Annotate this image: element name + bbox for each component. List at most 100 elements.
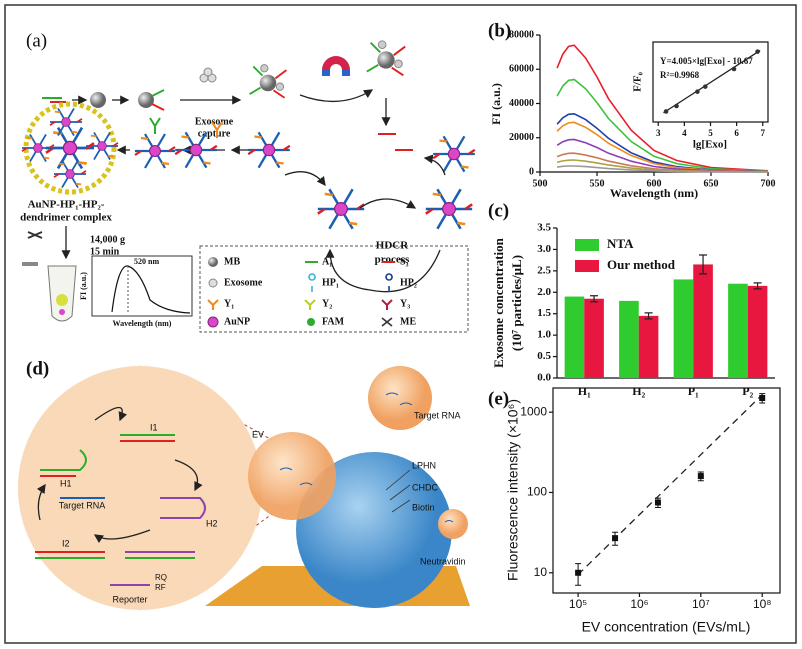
y-tick-label: 1000 — [520, 404, 547, 418]
panel-label: (d) — [26, 358, 49, 379]
y-tick-label: 20000 — [509, 132, 534, 143]
legend-label: NTA — [607, 236, 634, 251]
peak-label: 520 nm — [134, 257, 159, 266]
ev-sphere — [438, 509, 468, 539]
bar — [564, 296, 585, 378]
bar — [728, 283, 748, 378]
annotation: R²=0.9968 — [660, 70, 700, 80]
strand-label: I2 — [62, 538, 70, 548]
panel-a: (a) Exosome capture — [20, 30, 476, 333]
legend-label: AuNP — [224, 316, 250, 327]
bar — [638, 315, 659, 378]
error-bar — [644, 312, 653, 320]
x-tick-label: P₂ — [742, 384, 753, 398]
x-tick-label: 10⁵ — [569, 597, 587, 611]
legend-label: ME — [400, 316, 416, 327]
spectrum-line — [556, 138, 769, 173]
callout: CHDC — [412, 482, 438, 492]
x-tick-label: 4 — [682, 128, 687, 138]
scheme-row-3 — [22, 154, 474, 333]
x-tick-label: 550 — [590, 178, 605, 189]
x-tick-label: 650 — [704, 178, 719, 189]
x-tick-label: 500 — [533, 178, 548, 189]
complex-label: AuNP-HP₁-HP₂- — [28, 199, 105, 211]
x-tick-label: 10⁷ — [692, 597, 710, 611]
y-axis-title: F/F₀ — [632, 71, 644, 91]
x-tick-label: H₂ — [632, 384, 645, 398]
fit-line — [663, 49, 761, 114]
bar — [673, 279, 694, 378]
y-tick-label: 0 — [529, 166, 534, 177]
fit-line — [577, 394, 763, 576]
x-tick-label: 10⁸ — [753, 597, 771, 611]
y-tick-label: 2.5 — [537, 264, 551, 276]
strand-label: RF — [155, 583, 166, 592]
spectrum-line — [556, 44, 769, 172]
error-bar — [590, 295, 599, 303]
point — [575, 569, 582, 576]
x-tick-label: H₁ — [578, 384, 591, 398]
y-tick-label: 3.5 — [537, 222, 551, 234]
x-tick-label: 3 — [656, 128, 661, 138]
point — [702, 84, 708, 89]
legend-label: HP₂ — [400, 277, 417, 288]
strand-label: Target RNA — [59, 500, 106, 510]
point — [654, 499, 661, 506]
annotation: Y=4.005×lg[Exo] - 10.67 — [660, 56, 753, 66]
hcr-cycle — [35, 406, 206, 586]
process-label: HDCR — [376, 240, 409, 252]
x-axis-title: Wavelength (nm) — [610, 186, 698, 200]
y-axis-title: (10⁷ particles/μL) — [509, 255, 524, 351]
condition-label: 14,000 g — [90, 234, 125, 245]
spectrum-line — [557, 165, 769, 173]
legend-swatch — [575, 260, 599, 272]
legend-label: Our method — [607, 257, 676, 272]
strand-label: H1 — [60, 478, 72, 488]
panel-label: (e) — [488, 388, 509, 409]
step-label: capture — [198, 128, 231, 139]
lphn-sphere — [296, 452, 452, 608]
x-tick-label: 600 — [647, 178, 662, 189]
x-axis-title: lg[Exo] — [693, 139, 727, 151]
y-tick-label: 100 — [527, 485, 547, 499]
panel-label: (a) — [26, 30, 47, 51]
ev-sphere — [368, 366, 432, 430]
callout: Biotin — [412, 502, 435, 512]
legend-label: HP₁ — [322, 277, 339, 288]
x-tick-label: 700 — [761, 178, 776, 189]
y-tick-label: 1.5 — [537, 307, 551, 319]
step-label: Exosome — [195, 116, 234, 127]
axis-title: FI (a.u.) — [79, 272, 88, 300]
y-tick-label: 10 — [534, 565, 548, 579]
point — [697, 473, 704, 480]
legend-label: FAM — [322, 316, 345, 327]
axis-title: Wavelength (nm) — [113, 319, 172, 328]
y-axis-title: FI (a.u.) — [489, 83, 503, 125]
x-tick-label: 6 — [734, 128, 739, 138]
point — [674, 103, 679, 109]
complex-label: dendrimer complex — [20, 212, 112, 224]
x-tick-label: P₁ — [688, 384, 699, 398]
panel-d: (d) H1 I1 H2 Target RNA I2 RQ RF Reporte… — [18, 358, 470, 611]
x-tick-label: 5 — [708, 128, 713, 138]
point — [695, 89, 700, 94]
y-tick-label: 60000 — [509, 64, 534, 75]
callout: EV — [252, 429, 264, 439]
legend-label: Y₁ — [224, 298, 234, 309]
ev-sphere — [248, 432, 336, 520]
point — [612, 535, 619, 542]
legend-label: S₃ — [400, 256, 409, 267]
figure-frame — [4, 4, 797, 644]
scheme-legend: MB A₁ S₃ Exosome HP₁ HP₂ Y₁ Y₂ Y₃ AuNP F… — [207, 256, 417, 328]
panel-label: (c) — [488, 200, 509, 221]
point — [759, 395, 766, 402]
strand-label: I1 — [150, 422, 158, 432]
point — [663, 109, 669, 114]
bar — [693, 264, 713, 378]
legend-label: Y₂ — [322, 298, 332, 309]
strand-label: H2 — [206, 518, 218, 528]
callout: LPHN — [412, 460, 436, 470]
error-bar — [753, 282, 762, 290]
y-tick-label: 2.0 — [537, 286, 551, 298]
